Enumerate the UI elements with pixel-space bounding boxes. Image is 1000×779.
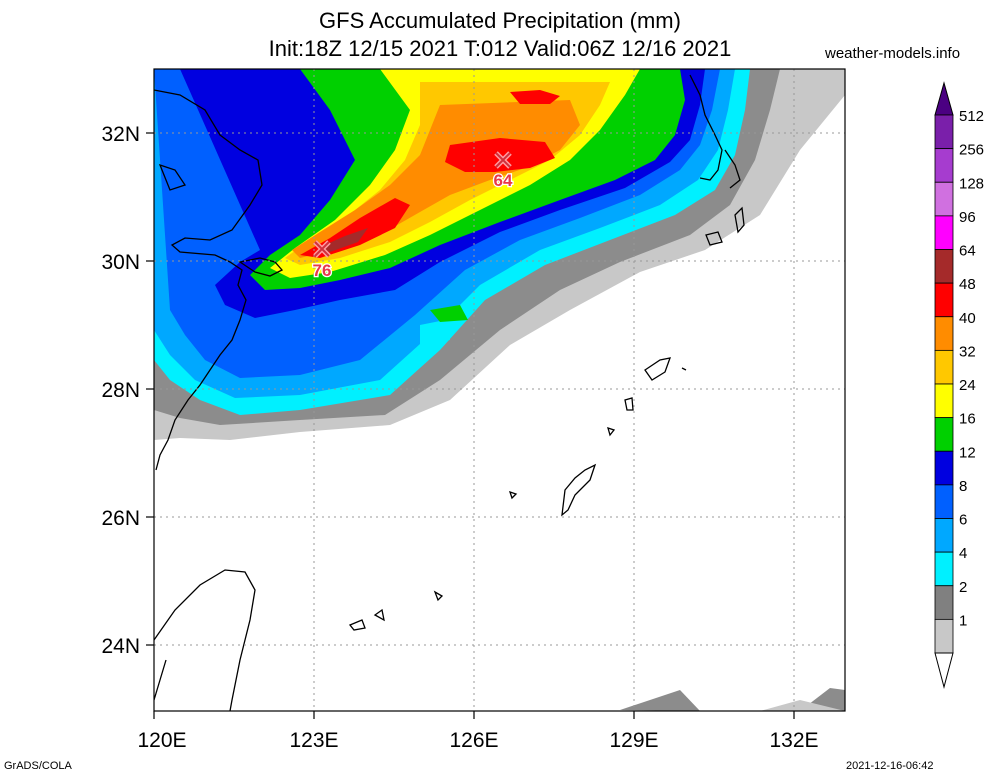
colorbar-label: 40: [959, 310, 976, 327]
colorbar-label: 32: [959, 343, 976, 360]
lat-label: 26N: [101, 507, 140, 530]
colorbar-swatch: [934, 349, 954, 385]
colorbar-label: 48: [959, 276, 976, 293]
colorbar-label: 12: [959, 444, 976, 461]
colorbar-label: 512: [959, 108, 984, 125]
colorbar-label: 1: [959, 612, 967, 629]
map-subtitle: Init:18Z 12/15 2021 T:012 Valid:06Z 12/1…: [268, 36, 732, 61]
latitude-labels: 32N 30N 28N 26N 24N: [101, 123, 140, 658]
max-marker-76: 76: [311, 240, 333, 281]
map-title: GFS Accumulated Precipitation (mm): [319, 8, 681, 33]
precip-field: [154, 69, 845, 711]
max-marker-64: 64: [492, 151, 514, 191]
colorbar-label: 2: [959, 579, 967, 596]
colorbar-swatch: [934, 585, 954, 620]
colorbar-label: 16: [959, 411, 976, 428]
colorbar-swatch: [934, 215, 954, 250]
colorbar-swatch: [934, 518, 954, 553]
longitude-labels: 120E 123E 126E 129E 132E: [137, 729, 818, 752]
colorbar-swatch: [934, 417, 954, 452]
colorbar-label: 24: [959, 377, 976, 394]
colorbar-swatch: [934, 383, 954, 419]
colorbar-swatch: [934, 618, 954, 654]
credit-text: GrADS/COLA: [4, 760, 72, 772]
colorbar-swatch: [934, 282, 954, 318]
colorbar-label: 64: [959, 243, 976, 260]
lat-label: 28N: [101, 379, 140, 402]
gridlines: [154, 69, 845, 711]
lon-label: 126E: [449, 729, 498, 752]
lon-label: 123E: [289, 729, 338, 752]
lon-label: 129E: [609, 729, 658, 752]
colorbar-swatch: [934, 316, 954, 351]
coastlines: [154, 74, 745, 711]
colorbar-swatch: [934, 450, 954, 486]
max-value-label: 64: [494, 171, 513, 190]
lat-label: 32N: [101, 123, 140, 146]
colorbar-swatch: [934, 148, 954, 183]
colorbar-swatch: [934, 181, 954, 217]
lat-label: 24N: [101, 635, 140, 658]
lat-label: 30N: [101, 251, 140, 274]
colorbar-label: 4: [959, 545, 967, 562]
colorbar-swatch: [934, 551, 954, 587]
map-frame: [153, 68, 846, 712]
colorbar-swatch: [934, 484, 954, 519]
colorbar-label: 256: [959, 142, 984, 159]
timestamp-text: 2021-12-16-06:42: [846, 760, 934, 772]
lon-label: 120E: [137, 729, 186, 752]
colorbar-swatch: [934, 249, 954, 284]
colorbar-top-arrow: [934, 81, 954, 116]
site-name: weather-models.info: [825, 45, 961, 62]
colorbar-label: 6: [959, 512, 967, 529]
colorbar-label: 128: [959, 175, 984, 192]
max-value-label: 76: [313, 261, 332, 280]
colorbar-label: 8: [959, 478, 967, 495]
axis-ticks: [146, 132, 795, 719]
lon-label: 132E: [769, 729, 818, 752]
colorbar-label: 96: [959, 209, 976, 226]
colorbar-bottom-arrow: [934, 652, 954, 689]
colorbar-swatch: [934, 114, 954, 150]
